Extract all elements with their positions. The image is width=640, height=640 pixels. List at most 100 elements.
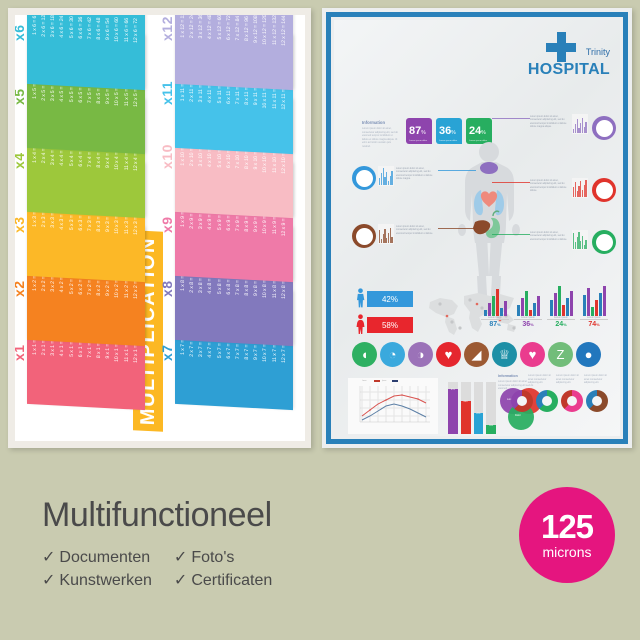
- stat-badge-unit: %: [481, 130, 486, 136]
- multiplication-table-label: x11: [159, 80, 175, 105]
- multiplication-row: 8 x 12 = 96: [244, 16, 251, 42]
- feature-item: ✓ Foto's: [174, 546, 272, 569]
- lungs-icon-glyph: [355, 169, 373, 187]
- tooth-icon[interactable]: ♕: [492, 342, 517, 367]
- bar-stat-label: Lorem ipsum: [521, 316, 535, 319]
- bottom-lorem-text: Lorem ipsum dolor sit amet consectetur a…: [584, 374, 607, 385]
- donut-chart: [586, 390, 608, 412]
- information-body: Lorem ipsum dolor sit amet, consectetur …: [362, 127, 398, 149]
- bar-stat-percent-unit: %: [497, 322, 501, 327]
- brain-icon[interactable]: ◑: [408, 342, 433, 367]
- multiplication-row: 9 x 12 = 108: [253, 15, 260, 44]
- column-chart-bar: 41%: [473, 382, 484, 434]
- stat-badge-unit: %: [451, 130, 456, 136]
- multiplication-table-label: x1: [15, 344, 27, 361]
- multiplication-table-label: x12: [159, 16, 175, 41]
- organ-callout: Lorem ipsum dolor sit amet, consectetur …: [530, 232, 570, 242]
- donut-chart: [561, 390, 583, 412]
- bar-stat-label: Lorem ipsum: [554, 316, 568, 319]
- bottom-information-block: Information Lorem ipsum dolor sit amet, …: [498, 374, 534, 391]
- bar-stat-bars: [580, 282, 608, 316]
- hospital-logo-sub: Trinity: [585, 47, 610, 57]
- liver-icon-glyph: [355, 227, 373, 245]
- page-title: Multifunctioneel: [42, 496, 272, 534]
- bar-stat-percent: 87%: [481, 319, 509, 328]
- stomach-icon[interactable]: ◖: [352, 342, 377, 367]
- heart-icon[interactable]: ♥: [436, 342, 461, 367]
- donut-chart-row: [511, 390, 608, 412]
- multiplication-row: 2 x 6 = 12: [41, 15, 48, 37]
- callout-connector: [438, 170, 476, 171]
- multiplication-table-label: x4: [15, 152, 27, 169]
- male-icon: [356, 288, 365, 308]
- microns-unit: microns: [542, 544, 592, 560]
- multiplication-table-label: x8: [159, 280, 175, 297]
- multiplication-table-label: x2: [15, 280, 27, 297]
- multiplication-row: 7 x 6 = 42: [86, 17, 93, 40]
- lungs-icon[interactable]: ◔: [380, 342, 405, 367]
- love-heart-icon-glyph: ♥: [528, 347, 537, 362]
- column-chart-bar-value: 41%: [473, 412, 484, 434]
- information-title: Information: [362, 120, 386, 125]
- multiplication-row: 4 x 12 = 48: [207, 15, 214, 40]
- hospital-poster-border: Trinity HOSPITAL Information Lorem ipsum…: [326, 12, 628, 444]
- stat-badge-unit: %: [421, 130, 426, 136]
- female-icon: [356, 314, 365, 335]
- gender-stat-row: 42%: [356, 288, 413, 310]
- multiplication-table-label: x9: [159, 216, 175, 233]
- donut-chart: [511, 390, 533, 412]
- stat-badge-caption: Lorem ipsum dolor: [409, 140, 428, 142]
- bar-stat: Lorem ipsum 87%: [481, 282, 509, 328]
- check-icon: ✓: [173, 572, 188, 590]
- liver-icon[interactable]: ◢: [464, 342, 489, 367]
- sleep-bed-icon[interactable]: Z: [548, 342, 573, 367]
- callout-sparkline: [572, 230, 588, 250]
- multiplication-table-label: x6: [15, 24, 27, 41]
- multiplication-table[interactable]: 1 x 12 = 12 2 x 12 = 24 3 x 12 = 36 4 x 12 …: [175, 15, 293, 91]
- apple-icon[interactable]: ●: [576, 342, 601, 367]
- bar-stat-percent: 24%: [547, 319, 575, 328]
- bar-stat-label: Lorem ipsum: [587, 316, 601, 319]
- liver-icon: [352, 224, 376, 248]
- stat-badge: 24% Lorem ipsum dolor: [466, 118, 492, 144]
- microns-badge: 125 microns: [519, 487, 615, 583]
- organ-callout-text: Lorem ipsum dolor sit amet, consectetur …: [530, 232, 568, 241]
- multiplication-row: 8 x 6 = 48: [96, 17, 103, 40]
- multiplication-row: 12 x 12 = 144: [280, 15, 287, 46]
- lungs-icon-glyph: ◔: [388, 347, 397, 362]
- lungs-icon: [352, 166, 376, 190]
- organ-callout-text: Lorem ipsum dolor sit amet, consectetur …: [396, 168, 433, 181]
- organ-callout-text: Lorem ipsum dolor sit amet, consectetur …: [396, 226, 434, 235]
- love-heart-icon[interactable]: ♥: [520, 342, 545, 367]
- bottom-lorem-column: Lorem ipsum dolor sit amet consectetur a…: [556, 374, 580, 385]
- stomach-icon-glyph: ◖: [360, 347, 369, 362]
- column-chart-bar: 64%: [460, 382, 471, 434]
- bar-stat-bars: [547, 282, 575, 316]
- bar-stat-percent-value: 24: [555, 321, 564, 328]
- bar-stat-percent: 36%: [514, 319, 542, 328]
- feature-column-left: ✓ Documenten ✓ Kunstwerken: [42, 546, 152, 592]
- organ-callout: Lorem ipsum dolor sit amet, consectetur …: [530, 116, 570, 130]
- bottom-lorem-column: Lorem ipsum dolor sit amet consectetur a…: [528, 374, 552, 385]
- information-block: Information Lorem ipsum dolor sit amet, …: [362, 120, 398, 149]
- stomach-icon: [592, 230, 616, 254]
- bottom-lorem-columns: Lorem ipsum dolor sit amet consectetur a…: [528, 374, 608, 385]
- hospital-infographic-poster[interactable]: Trinity HOSPITAL Information Lorem ipsum…: [322, 8, 632, 448]
- multiplication-row: 3 x 6 = 18: [50, 15, 57, 38]
- heart-icon: [592, 178, 616, 202]
- organ-callout-text: Lorem ipsum dolor sit amet, consectetur …: [530, 116, 567, 129]
- multiplication-row: 1 x 6 = 6: [31, 15, 38, 36]
- bar-stat-percent-unit: %: [530, 322, 534, 327]
- bottom-lorem-column: Lorem ipsum dolor sit amet consectetur a…: [584, 374, 608, 385]
- multiplication-table-label: x7: [159, 344, 175, 361]
- bar-stat: Lorem ipsum 74%: [580, 282, 608, 328]
- female-icon: [356, 314, 365, 336]
- column-chart: 87% 64% 41% 18%: [448, 378, 496, 434]
- feature-item: ✓ Kunstwerken: [42, 569, 152, 592]
- callout-sparkline: [572, 178, 588, 198]
